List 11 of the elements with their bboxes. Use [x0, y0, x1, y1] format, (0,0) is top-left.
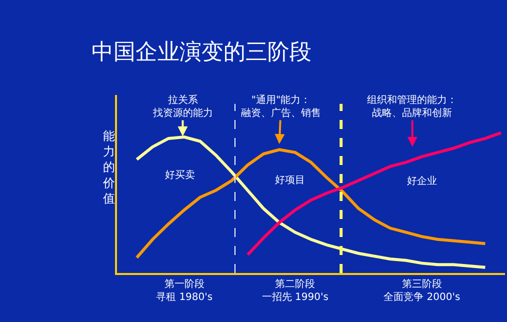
text: 组织和管理的能力：战略、品牌和创新 [367, 94, 457, 119]
annotation: 好项目 [275, 175, 305, 186]
annotation: 好买卖 [165, 169, 195, 181]
text: 拉关系找资源的能力 [152, 94, 213, 119]
x-tick-label: 第三阶段全面竞争 2000's [384, 278, 460, 303]
y-axis-title: 能力的价值 [102, 129, 115, 206]
annotation: 好企业 [407, 175, 437, 187]
text: "通用"能力：融资、广告、销售 [241, 94, 321, 119]
x-tick-label: 第二阶段一招先 1990's [262, 278, 328, 303]
chart-title: 中国企业演变的三阶段 [91, 40, 312, 66]
x-tick-label: 第一阶段寻租 1980's [156, 278, 213, 303]
